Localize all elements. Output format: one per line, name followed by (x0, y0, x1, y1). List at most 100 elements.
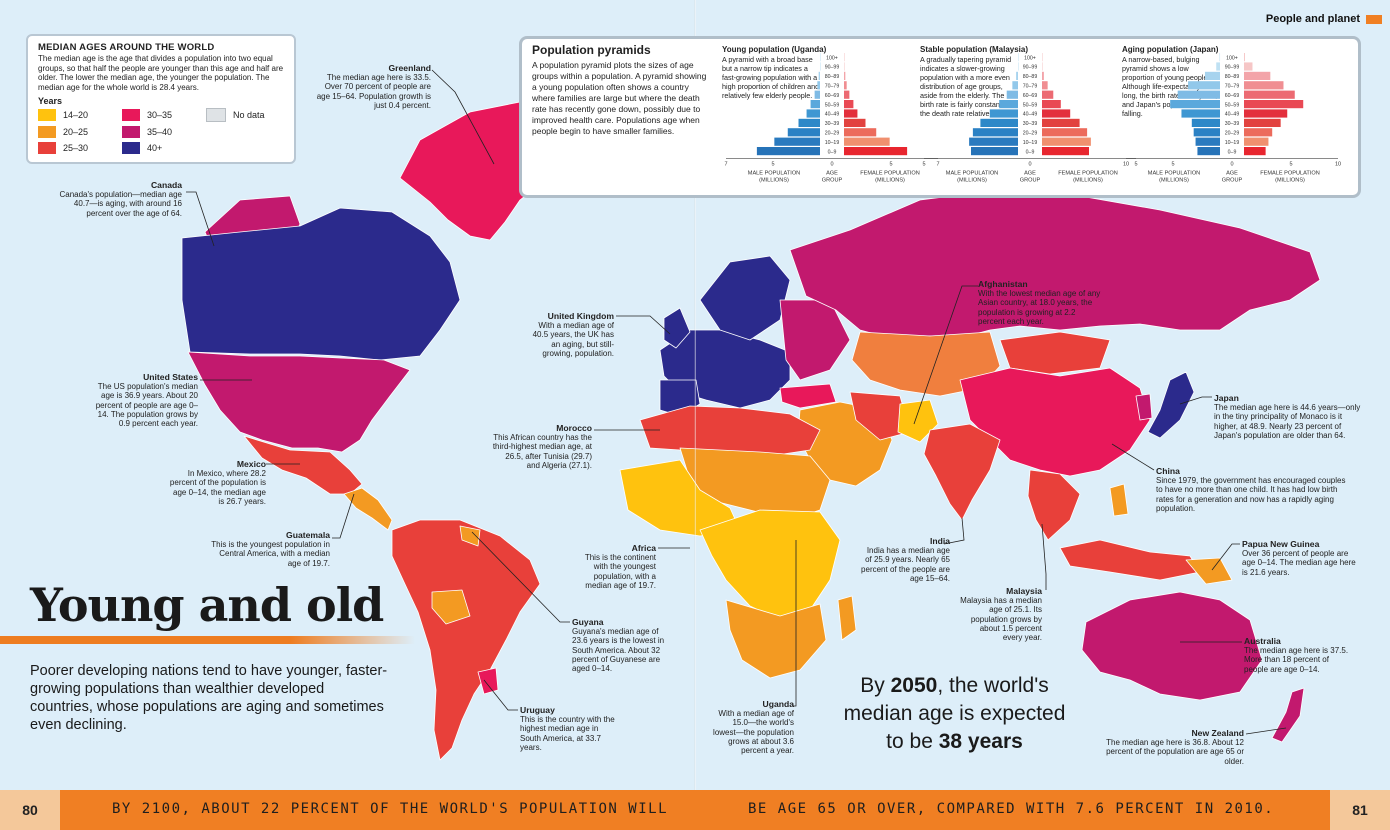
pyramid-bar-male (787, 128, 820, 137)
pyramid-age-label: 0–9 (1228, 149, 1237, 155)
pyramid-axis-label: MALE POPULATION (748, 170, 800, 176)
pyramid-bar-female (844, 81, 847, 90)
pyramid-age-label: 70–79 (825, 84, 840, 90)
legend-item: 14–20 (38, 108, 122, 122)
leader-uruguay (483, 679, 518, 711)
pyramid-age-label: 80–89 (825, 74, 840, 80)
pyramid-bar-female (1244, 100, 1304, 109)
pyramid-bar-female (844, 100, 854, 109)
footer-text-right: BE AGE 65 OR OVER, COMPARED WITH 7.6 PER… (748, 801, 1275, 817)
pyramid-bar-female (1244, 53, 1245, 62)
pyramid-tick-label: 0 (830, 161, 833, 167)
pyramid-bar-male (1018, 62, 1019, 71)
pyramid-age-label: 60–69 (825, 93, 840, 99)
pyramid-tick-label: 5 (771, 161, 774, 167)
pyramid-chart-uganda: 100+ 90–99 80–89 70–79 60–69 50–59 40–49 30–39 2… (724, 53, 940, 183)
pyramids-panel: Population pyramids A population pyramid… (519, 36, 1361, 198)
pyramid-bar-female (844, 71, 846, 80)
label-malaysia: Malaysia Malaysia has a median age of 25.… (960, 586, 1042, 643)
legend-swatch (38, 126, 56, 138)
pyramid-bar-female (844, 128, 877, 137)
leader-afghanistan (913, 285, 978, 425)
pyramid-axis-label: FEMALE POPULATION (1058, 170, 1118, 176)
pyramid-age-label: 40–49 (1023, 112, 1038, 118)
pyramid-bar-male (999, 100, 1018, 109)
footer-bar (0, 790, 1390, 830)
pyramid-bar-male (756, 147, 820, 156)
region-canada (181, 207, 461, 361)
leader-india (943, 517, 965, 545)
legend-swatch (206, 108, 226, 122)
region-bolivia (431, 589, 471, 625)
label-japan: Japan The median age here is 44.6 years—o… (1214, 393, 1361, 440)
pyramid-bar-male (806, 109, 820, 118)
region-png (1185, 557, 1233, 585)
legend-swatch (38, 142, 56, 154)
pyramid-age-label: 100+ (1024, 55, 1036, 61)
pyramid-tick-label: 0 (1028, 161, 1031, 167)
pyramid-age-label: 50–59 (825, 102, 840, 108)
pyramid-bar-female (844, 118, 866, 127)
pyramid-bar-female (1042, 109, 1071, 118)
pyramid-axis-label: MALE POPULATION (1148, 170, 1200, 176)
pyramid-bar-female (1244, 90, 1295, 99)
pyramid-axis-label: (MILLIONS) (1073, 177, 1103, 183)
pyramid-axis-label: FEMALE POPULATION (1260, 170, 1320, 176)
pyramid-bar-male (1216, 62, 1220, 71)
pyramid-bar-female (1042, 62, 1043, 71)
region-southern-africa (725, 599, 827, 679)
pyramid-bar-male (1018, 53, 1019, 62)
page-number-left: 80 (0, 790, 60, 830)
label-mexico: Mexico In Mexico, where 28.2 percent of t… (169, 459, 266, 506)
pyramid-bar-female (844, 147, 908, 156)
pyramid-axis-label: GROUP (822, 177, 843, 183)
pyramid-tick-label: 5 (1134, 161, 1137, 167)
region-australia (1081, 591, 1263, 701)
pyramid-bar-male (972, 128, 1018, 137)
pyramids-text: A population pyramid plots the sizes of … (532, 60, 707, 136)
pyramid-text: A pyramid with a broad base but a narrow… (722, 55, 820, 100)
label-uk: United Kingdom With a median age of 40.5 … (532, 311, 614, 358)
pyramid-age-label: 0–9 (1026, 149, 1035, 155)
pyramid-bar-male (1197, 147, 1220, 156)
pyramid-bar-male (1204, 71, 1220, 80)
pyramid-tick-label: 0 (1230, 161, 1233, 167)
pyramid-age-label: 100+ (1226, 55, 1238, 61)
pyramid-bar-female (844, 62, 845, 71)
pyramid-tick-label: 5 (1171, 161, 1174, 167)
pyramid-tick-label: 7 (724, 161, 727, 167)
headline-rule (0, 636, 415, 644)
region-guyana (459, 525, 481, 547)
pyramid-age-label: 80–89 (1023, 74, 1038, 80)
pyramid-tick-label: 5 (922, 161, 925, 167)
region-korea (1135, 393, 1153, 421)
pyramid-tick-label: 7 (936, 161, 939, 167)
label-china: China Since 1979, the government has enco… (1156, 466, 1346, 513)
label-new-zealand: New Zealand The median age here is 36.8. … (1106, 728, 1244, 766)
legend-label: 40+ (147, 143, 163, 153)
region-usa (187, 351, 411, 453)
region-iran (849, 391, 911, 441)
pyramid-age-label: 30–39 (1225, 121, 1240, 127)
label-uganda: Uganda With a median age of 15.0—the worl… (713, 699, 794, 756)
pyramid-bar-male (820, 62, 821, 71)
pyramid-title: Stable population (Malaysia) (920, 45, 1029, 54)
pyramid-age-label: 90–99 (1023, 65, 1038, 71)
region-central-america (343, 487, 393, 531)
pyramid-age-label: 40–49 (825, 112, 840, 118)
pyramid-text: A gradually tapering pyramid indicates a… (920, 55, 1016, 118)
legend-label: No data (233, 110, 265, 120)
pyramid-axis-label: AGE (1226, 170, 1238, 176)
pyramid-age-label: 60–69 (1023, 93, 1038, 99)
pyramid-bar-female (1042, 53, 1043, 62)
intro-text: Poorer developing nations tend to have y… (30, 663, 388, 733)
legend-swatch (122, 142, 140, 154)
pyramid-age-label: 100+ (826, 55, 838, 61)
page-headline: Young and old (30, 578, 384, 632)
pyramids-title: Population pyramids (532, 43, 651, 57)
leader-guyana (471, 531, 570, 623)
section-label: People and planet (1265, 13, 1360, 25)
pyramid-tick-label: 10 (1335, 161, 1341, 167)
pyramid-bar-female (1244, 62, 1253, 71)
